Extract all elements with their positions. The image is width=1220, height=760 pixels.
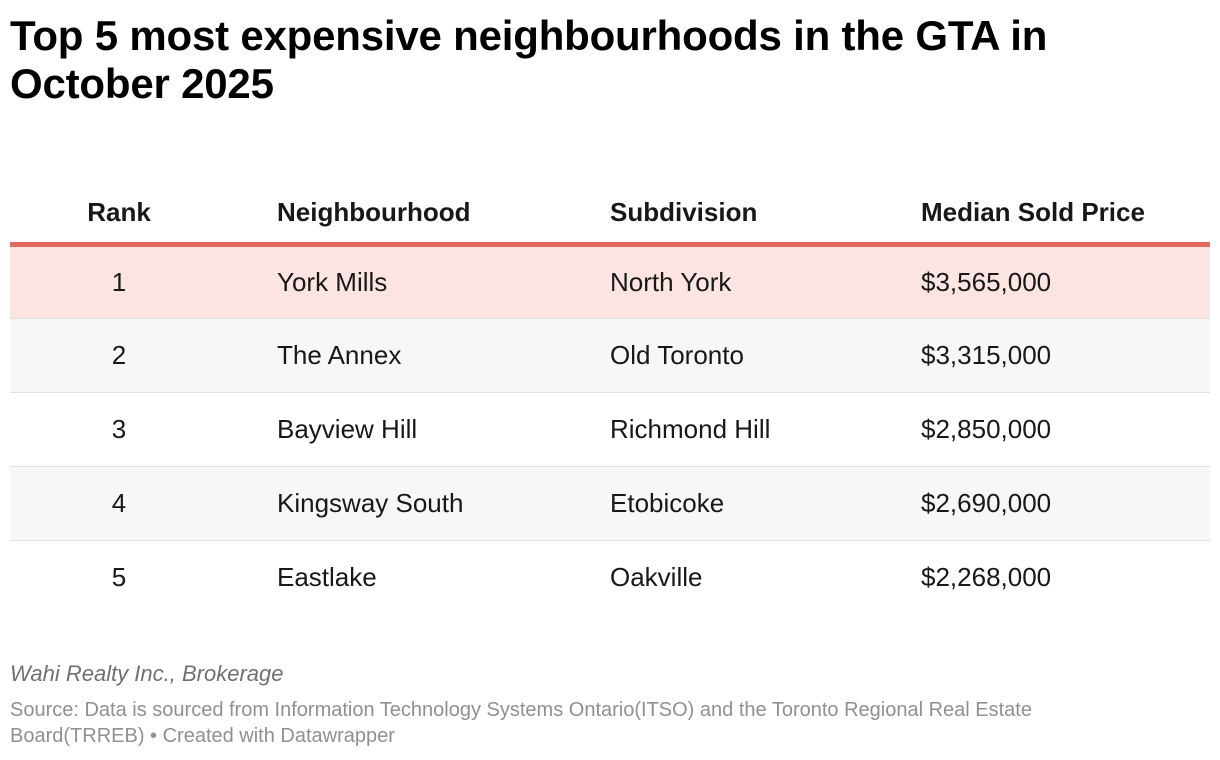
column-header-neighbourhood: Neighbourhood — [228, 162, 610, 247]
source-note: Source: Data is sourced from Information… — [10, 699, 1032, 747]
price-cell: $3,315,000 — [921, 318, 1210, 393]
price-cell: $2,268,000 — [921, 540, 1210, 614]
rank-cell: 5 — [10, 540, 228, 614]
column-header-rank: Rank — [10, 162, 228, 247]
column-header-median-sold-price: Median Sold Price — [921, 162, 1210, 247]
subdivision-cell: Etobicoke — [610, 466, 921, 541]
chart-title: Top 5 most expensive neighbourhoods in t… — [10, 12, 1048, 107]
neighbourhood-cell: Bayview Hill — [228, 392, 610, 467]
table-row: 4 Kingsway South Etobicoke $2,690,000 — [10, 466, 1210, 541]
subdivision-cell: Richmond Hill — [610, 392, 921, 467]
rank-cell: 3 — [10, 392, 228, 467]
ranking-table: Rank Neighbourhood Subdivision Median So… — [10, 162, 1210, 614]
table-row: 5 Eastlake Oakville $2,268,000 — [10, 540, 1210, 614]
subdivision-cell: North York — [610, 244, 921, 319]
subdivision-cell: Old Toronto — [610, 318, 921, 393]
rank-cell: 2 — [10, 318, 228, 393]
column-header-subdivision: Subdivision — [610, 162, 921, 247]
price-cell: $3,565,000 — [921, 244, 1210, 319]
table-row: 3 Bayview Hill Richmond Hill $2,850,000 — [10, 392, 1210, 467]
rank-cell: 4 — [10, 466, 228, 541]
neighbourhood-cell: Kingsway South — [228, 466, 610, 541]
neighbourhood-cell: Eastlake — [228, 540, 610, 614]
price-cell: $2,690,000 — [921, 466, 1210, 541]
subdivision-cell: Oakville — [610, 540, 921, 614]
neighbourhood-cell: The Annex — [228, 318, 610, 393]
price-cell: $2,850,000 — [921, 392, 1210, 467]
byline: Wahi Realty Inc., Brokerage — [10, 661, 284, 686]
table-row: 1 York Mills North York $3,565,000 — [10, 244, 1210, 319]
neighbourhood-cell: York Mills — [228, 244, 610, 319]
table-row: 2 The Annex Old Toronto $3,315,000 — [10, 318, 1210, 393]
table-header-row: Rank Neighbourhood Subdivision Median So… — [10, 162, 1210, 247]
rank-cell: 1 — [10, 244, 228, 319]
